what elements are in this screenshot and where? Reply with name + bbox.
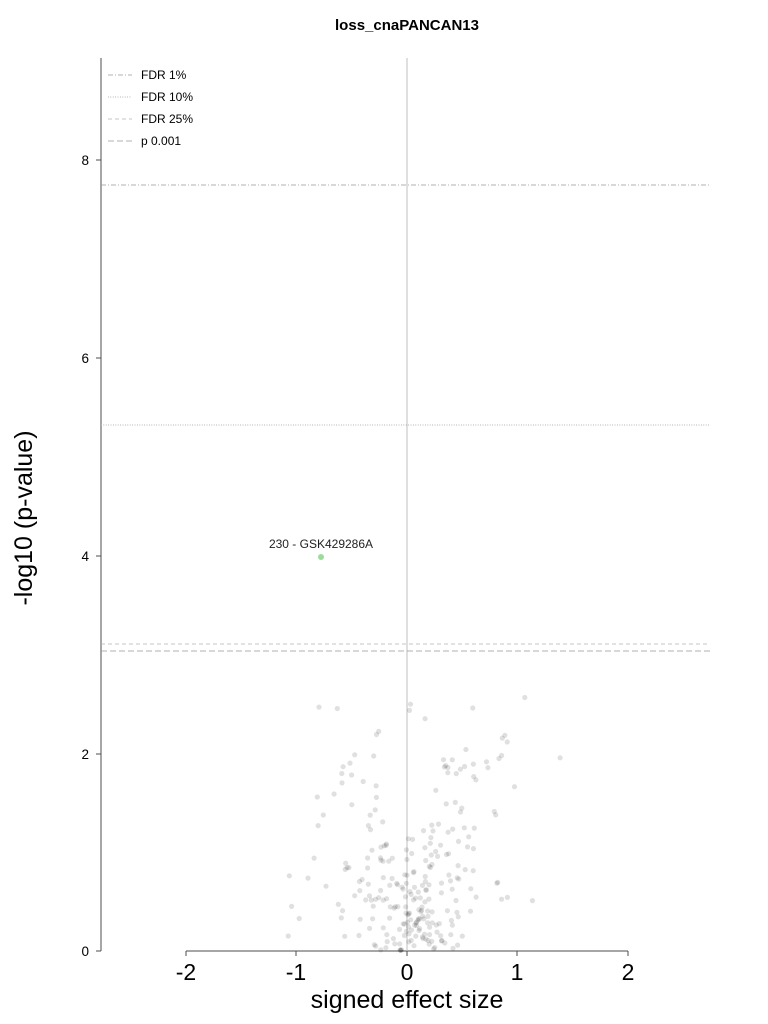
svg-text:signed effect size: signed effect size	[311, 986, 504, 1014]
svg-text:2: 2	[81, 747, 89, 762]
svg-text:6: 6	[81, 351, 89, 366]
svg-text:FDR 1%: FDR 1%	[141, 68, 187, 82]
svg-text:2: 2	[622, 959, 635, 985]
svg-text:4: 4	[81, 549, 89, 564]
svg-text:loss_cnaPANCAN13: loss_cnaPANCAN13	[335, 17, 479, 34]
svg-text:p 0.001: p 0.001	[141, 134, 181, 148]
svg-text:0: 0	[81, 944, 89, 959]
svg-text:FDR 25%: FDR 25%	[141, 112, 193, 126]
svg-text:8: 8	[81, 153, 89, 168]
svg-text:0: 0	[401, 959, 414, 985]
svg-text:-2: -2	[176, 959, 196, 985]
svg-text:230 - GSK429286A: 230 - GSK429286A	[269, 537, 373, 551]
svg-text:FDR 10%: FDR 10%	[141, 90, 193, 104]
svg-text:1: 1	[511, 959, 524, 985]
svg-text:-log10 (p-value): -log10 (p-value)	[10, 430, 38, 605]
svg-text:-1: -1	[286, 959, 306, 985]
